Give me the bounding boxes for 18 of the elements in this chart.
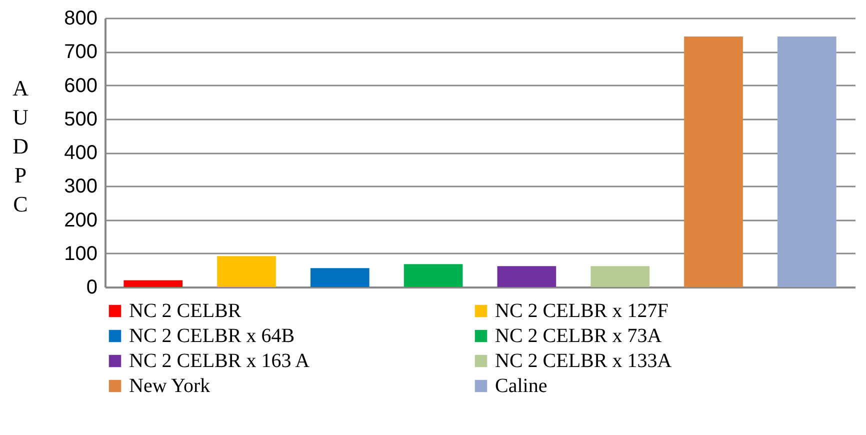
y-tick-label: 600: [64, 74, 98, 97]
legend-label: New York: [129, 375, 210, 397]
y-tick-label: 0: [86, 276, 98, 298]
legend-label: Caline: [495, 375, 548, 397]
y-tick-label: 400: [64, 142, 98, 164]
legend-label: NC 2 CELBR x 133A: [495, 350, 672, 372]
y-tick-label: 700: [64, 41, 98, 64]
legend-label: NC 2 CELBR x 64B: [129, 325, 295, 347]
legend-label: NC 2 CELBR x 127F: [495, 300, 668, 322]
y-tick-label: 200: [64, 209, 98, 232]
y-tick-label: 100: [64, 242, 98, 265]
y-tick-label: 500: [64, 108, 98, 130]
y-tick-label: 800: [64, 8, 98, 30]
legend-label: NC 2 CELBR x 163 A: [129, 350, 310, 372]
y-tick-label: 300: [64, 176, 98, 198]
legend-label: NC 2 CELBR x 73A: [495, 325, 662, 347]
legend-label: NC 2 CELBR: [129, 300, 242, 322]
y-axis-title: AUDPC: [12, 76, 29, 216]
